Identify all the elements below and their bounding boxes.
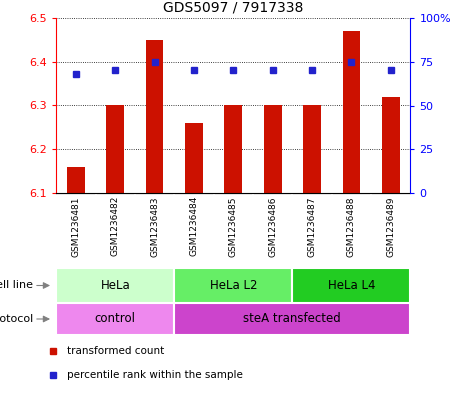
Bar bbox=[56, 268, 174, 303]
Text: control: control bbox=[95, 312, 136, 325]
Bar bbox=[106, 105, 124, 193]
Title: GDS5097 / 7917338: GDS5097 / 7917338 bbox=[163, 0, 303, 14]
Text: GSM1236487: GSM1236487 bbox=[307, 196, 316, 257]
Text: protocol: protocol bbox=[0, 314, 33, 324]
Text: GSM1236488: GSM1236488 bbox=[347, 196, 356, 257]
Bar bbox=[174, 303, 410, 335]
Bar bbox=[146, 40, 163, 193]
Bar bbox=[292, 268, 410, 303]
Bar bbox=[56, 303, 174, 335]
Text: HeLa L2: HeLa L2 bbox=[210, 279, 257, 292]
Text: GSM1236481: GSM1236481 bbox=[72, 196, 81, 257]
Text: GSM1236482: GSM1236482 bbox=[111, 196, 120, 256]
Text: HeLa L4: HeLa L4 bbox=[328, 279, 375, 292]
Bar bbox=[225, 105, 242, 193]
Bar bbox=[342, 31, 360, 193]
Text: GSM1236486: GSM1236486 bbox=[268, 196, 277, 257]
Bar bbox=[67, 167, 85, 193]
Text: GSM1236483: GSM1236483 bbox=[150, 196, 159, 257]
Text: HeLa: HeLa bbox=[100, 279, 130, 292]
Text: cell line: cell line bbox=[0, 281, 33, 290]
Text: GSM1236485: GSM1236485 bbox=[229, 196, 238, 257]
Bar bbox=[382, 97, 400, 193]
Text: steA transfected: steA transfected bbox=[243, 312, 341, 325]
Bar bbox=[185, 123, 203, 193]
Text: percentile rank within the sample: percentile rank within the sample bbox=[67, 370, 243, 380]
Text: transformed count: transformed count bbox=[67, 346, 164, 356]
Bar bbox=[303, 105, 321, 193]
Bar bbox=[174, 268, 292, 303]
Bar bbox=[264, 105, 282, 193]
Text: GSM1236489: GSM1236489 bbox=[386, 196, 395, 257]
Text: GSM1236484: GSM1236484 bbox=[189, 196, 198, 256]
